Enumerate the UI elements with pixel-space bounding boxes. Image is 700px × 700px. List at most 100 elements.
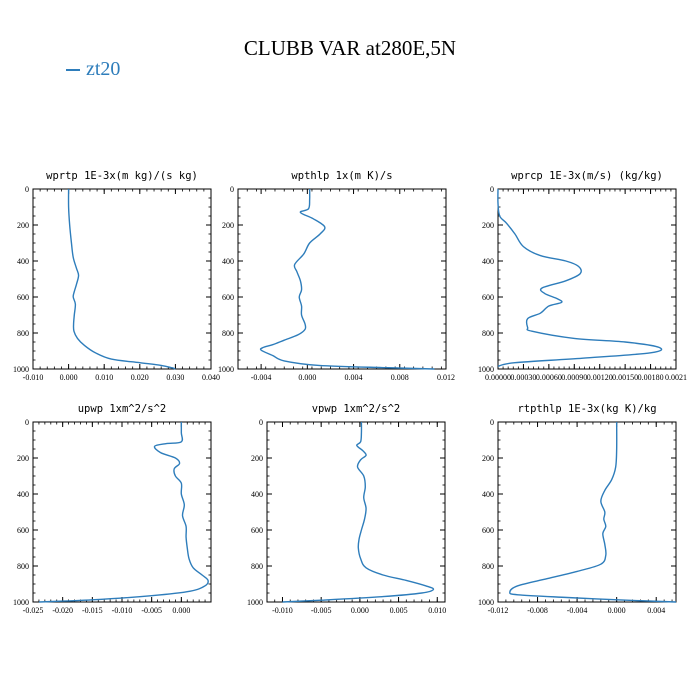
y-tick-label: 400 [251,490,263,499]
x-tick-label: 0.004 [647,606,665,615]
y-tick-label: 0 [490,185,494,194]
y-tick-label: 800 [17,329,29,338]
x-tick-label: 0.00060 [536,373,562,382]
page-title: CLUBB VAR at280E,5N [243,36,457,60]
panel-title: wpthlp 1x(m K)/s [291,170,392,182]
x-tick-label: -0.008 [527,606,548,615]
x-tick-label: 0.012 [437,373,455,382]
series-line-zt20 [509,421,677,603]
y-tick-label: 200 [482,454,494,463]
x-tick-label: -0.004 [567,606,588,615]
x-tick-label: 0.008 [391,373,409,382]
plot-frame [32,421,212,603]
y-tick-label: 200 [222,221,234,230]
y-tick-label: 400 [17,490,29,499]
y-tick-label: 800 [17,562,29,571]
y-tick-label: 1000 [478,365,494,374]
plot-frame [497,421,677,603]
chart-panel-6: rtpthlp 1E-3x(kg K)/kg -0.012 -0.008 -0.004… [478,403,677,615]
legend-swatch [66,68,80,71]
chart-panel-2: wpthlp 1x(m K)/s -0.004 0.000 0.004 0.008 0.0… [218,170,455,382]
x-tick-label: 0.005 [390,606,408,615]
y-tick-label: 400 [17,257,29,266]
x-tick-label: 0.000 [351,606,369,615]
x-tick-label: 0.0021 [665,373,687,382]
y-tick-label: 1000 [247,598,263,607]
series-line-zt20 [497,188,663,367]
y-tick-label: 600 [251,526,263,535]
chart-panel-4: upwp 1xm^2/s^2 -0.025 -0.020 -0.015 -0.010 -0… [13,403,212,615]
y-tick-label: 400 [482,490,494,499]
legend: zt20 [66,58,120,81]
y-tick-label: 1000 [218,365,234,374]
x-tick-label: -0.020 [52,606,73,615]
y-tick-label: 1000 [478,598,494,607]
y-tick-label: 1000 [13,598,29,607]
y-tick-label: 600 [482,293,494,302]
y-tick-label: 200 [482,221,494,230]
y-tick-label: 200 [17,221,29,230]
x-tick-label: 0.00090 [561,373,587,382]
x-tick-label: -0.005 [311,606,332,615]
plot-frame [237,188,447,370]
x-tick-label: 0.010 [428,606,446,615]
y-tick-label: 1000 [13,365,29,374]
y-tick-label: 0 [25,418,29,427]
y-tick-label: 600 [17,293,29,302]
x-tick-label: -0.015 [82,606,103,615]
y-tick-label: 600 [222,293,234,302]
panel-title: wprcp 1E-3x(m/s) (kg/kg) [511,170,663,182]
x-tick-label: 0.00120 [587,373,613,382]
x-tick-label: 0.000 [608,606,626,615]
x-tick-label: 0.000 [172,606,190,615]
chart-panel-5: vpwp 1xm^2/s^2 -0.010 -0.005 0.000 0.005 0.01… [247,403,446,615]
y-tick-label: 400 [222,257,234,266]
y-tick-label: 0 [25,185,29,194]
y-tick-label: 400 [482,257,494,266]
x-tick-label: 0.004 [345,373,363,382]
panel-title: wprtp 1E-3x(m kg)/(s kg) [46,170,198,182]
chart-panel-1: wprtp 1E-3x(m kg)/(s kg) -0.010 0.000 0.010… [13,170,220,382]
y-tick-label: 600 [482,526,494,535]
plot-frame [497,188,677,370]
series-line-zt20 [282,421,435,603]
x-tick-label: 0.020 [131,373,149,382]
x-tick-label: 0.000 [298,373,316,382]
x-tick-label: -0.025 [23,606,44,615]
y-tick-label: 800 [251,562,263,571]
x-tick-label: 0.030 [166,373,184,382]
y-tick-label: 0 [259,418,263,427]
x-tick-label: 0.00180 [638,373,664,382]
x-tick-label: 0.00030 [510,373,536,382]
x-tick-label: -0.004 [251,373,272,382]
x-tick-label: 0.00150 [612,373,638,382]
y-tick-label: 200 [251,454,263,463]
x-tick-label: -0.010 [23,373,44,382]
y-tick-label: 800 [482,562,494,571]
x-tick-label: 0.00000 [485,373,511,382]
series-line-zt20 [259,188,435,370]
y-tick-label: 0 [490,418,494,427]
legend-label: zt20 [86,58,121,80]
x-tick-label: -0.010 [272,606,293,615]
panel-title: vpwp 1xm^2/s^2 [312,403,401,415]
y-tick-label: 200 [17,454,29,463]
y-tick-label: 600 [17,526,29,535]
y-tick-label: 800 [222,329,234,338]
x-tick-label: 0.000 [60,373,78,382]
x-tick-label: -0.012 [488,606,509,615]
y-tick-label: 0 [230,185,234,194]
series-line-zt20 [38,421,209,603]
panel-title: upwp 1xm^2/s^2 [78,403,167,415]
x-tick-label: -0.005 [141,606,162,615]
x-tick-label: 0.040 [202,373,220,382]
x-tick-label: -0.010 [112,606,133,615]
plot-frame [32,188,212,370]
chart-panel-3: wprcp 1E-3x(m/s) (kg/kg)0.00000 0.00030 0.… [478,170,687,382]
plot-frame [266,421,446,603]
series-line-zt20 [67,188,176,370]
panel-title: rtpthlp 1E-3x(kg K)/kg [517,403,656,415]
x-tick-label: 0.010 [95,373,113,382]
y-tick-label: 800 [482,329,494,338]
